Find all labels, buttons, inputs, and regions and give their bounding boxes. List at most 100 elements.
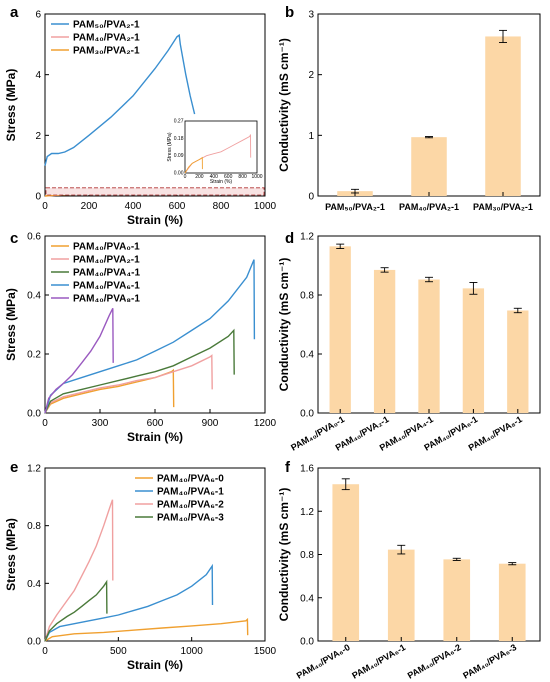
x-axis-title: Strain (%)	[127, 430, 183, 444]
category-label: PAM₄₀/PVA₆-1	[350, 642, 407, 681]
y-tick-label: 1.2	[300, 507, 314, 518]
series-line	[44, 368, 175, 414]
panel-letter: b	[285, 4, 294, 21]
category-label: PAM₄₀/PVA₆-3	[461, 642, 518, 681]
x-tick-label: 600	[169, 201, 186, 212]
panel-c: c 0.0 0.2 0.4 0.6 Stress (MPa) 0 300 600 900 1200 S…	[4, 230, 277, 444]
bar	[462, 288, 485, 413]
panel-letter: a	[10, 4, 19, 21]
series-line	[44, 579, 108, 642]
bar	[387, 549, 415, 641]
inset-x-tick-label: 200	[195, 174, 204, 180]
series-line	[44, 499, 114, 642]
x-tick-label: 0	[42, 418, 48, 429]
y-tick-label: 1.6	[300, 464, 314, 475]
y-axis-title: Conductivity (mS cm⁻¹)	[277, 488, 291, 622]
panel-b: b 0 1 2 3 Conductivity (mS cm⁻¹) PAM₅₀/PVA₂-1 P…	[277, 4, 541, 212]
legend-label: PAM₅₀/PVA₂-1	[73, 20, 140, 31]
x-axis-title: Strain (%)	[127, 658, 183, 672]
y-tick-label: 2	[35, 131, 41, 142]
category-label: PAM₄₀/PVA₂-1	[399, 202, 459, 212]
y-tick-label: 0	[35, 192, 41, 203]
bar	[418, 279, 440, 413]
x-tick-label: 600	[147, 418, 164, 429]
bar	[329, 246, 351, 413]
legend-label: PAM₄₀/PVA₀-1	[73, 242, 140, 253]
inset-y-axis-title: Stress (MPa)	[167, 132, 173, 162]
legend-label: PAM₄₀/PVA₈-1	[73, 294, 140, 305]
legend-label: PAM₄₀/PVA₄-1	[73, 268, 140, 279]
bar	[485, 36, 521, 196]
legend-label: PAM₄₀/PVA₂-1	[73, 255, 140, 266]
category-label: PAM₄₀/PVA₆-2	[406, 642, 463, 681]
y-tick-label: 0.6	[27, 232, 41, 243]
x-tick-label: 900	[202, 418, 219, 429]
series-line	[44, 33, 196, 166]
x-tick-label: 1500	[254, 646, 277, 657]
panel-letter: c	[10, 230, 18, 247]
bar	[498, 563, 526, 641]
x-tick-label: 1200	[254, 418, 277, 429]
zoom-region	[45, 187, 265, 196]
panel-letter: d	[285, 230, 294, 247]
y-tick-label: 2	[308, 70, 314, 81]
category-label: PAM₄₀/PVA₆-0	[295, 642, 352, 681]
series-line	[44, 563, 214, 642]
x-tick-label: 800	[213, 201, 230, 212]
inset-x-axis-title: Strain (%)	[210, 179, 233, 185]
bar	[373, 269, 396, 413]
x-tick-label: 500	[110, 646, 127, 657]
inset-x-tick-label: 600	[224, 174, 233, 180]
plot-frame	[44, 467, 266, 642]
x-tick-label: 0	[42, 201, 48, 212]
y-tick-label: 0.0	[300, 637, 314, 648]
legend-label: PAM₃₀/PVA₂-1	[73, 46, 140, 57]
y-tick-label: 0.8	[27, 521, 41, 532]
panel-a: a 0 2 4 6 Stress (MPa) 0 200 400 600 800 1000 Strain…	[4, 4, 277, 227]
y-tick-label: 0.4	[27, 291, 41, 302]
legend-label: PAM₄₀/PVA₆-1	[157, 487, 224, 498]
x-tick-label: 400	[125, 201, 142, 212]
inset-frame	[184, 120, 258, 174]
y-axis-title: Stress (MPa)	[4, 288, 18, 361]
y-tick-label: 1.2	[27, 464, 41, 475]
panel-e: e 0.0 0.4 0.8 1.2 Stress (MPa) 0 500 1000 1500 Str…	[4, 459, 277, 672]
x-tick-label: 300	[92, 418, 109, 429]
y-axis-title: Stress (MPa)	[4, 69, 18, 142]
y-tick-label: 3	[308, 10, 314, 21]
legend-label: PAM₄₀/PVA₆-2	[157, 500, 224, 511]
inset-series-line	[184, 156, 203, 174]
x-tick-label: 200	[81, 201, 98, 212]
y-tick-label: 0.2	[27, 350, 41, 361]
panel-letter: e	[10, 459, 18, 476]
y-tick-label: 0.0	[27, 637, 41, 648]
series-line	[44, 354, 213, 414]
x-tick-label: 1000	[254, 201, 277, 212]
series-line	[44, 328, 235, 414]
y-tick-label: 0.4	[300, 350, 314, 361]
y-tick-label: 6	[35, 10, 41, 21]
y-tick-label: 0	[308, 192, 314, 203]
x-axis-title: Strain (%)	[127, 213, 183, 227]
series-line	[44, 617, 249, 642]
y-tick-label: 0.8	[300, 550, 314, 561]
y-tick-label: 1	[308, 131, 314, 142]
panel-f: f 0.0 0.4 0.8 1.2 1.6 Conductivity (mS cm⁻¹) PA…	[277, 459, 541, 681]
y-axis-title: Stress (MPa)	[4, 518, 18, 591]
inset-y-tick-label: 0.18	[174, 136, 184, 142]
y-tick-label: 1.2	[300, 232, 314, 243]
y-tick-label: 0.4	[27, 579, 41, 590]
bar	[411, 137, 447, 196]
legend-label: PAM₄₀/PVA₆-3	[157, 513, 224, 524]
inset-x-tick-label: 1000	[251, 174, 262, 180]
y-tick-label: 4	[35, 70, 41, 81]
legend-label: PAM₄₀/PVA₆-0	[157, 474, 224, 485]
category-label: PAM₃₀/PVA₂-1	[473, 202, 533, 212]
plot-frame	[44, 13, 266, 197]
y-axis-title: Conductivity (mS cm⁻¹)	[277, 258, 291, 392]
x-tick-label: 1000	[181, 646, 204, 657]
y-tick-label: 0.0	[27, 409, 41, 420]
bar	[507, 310, 529, 413]
